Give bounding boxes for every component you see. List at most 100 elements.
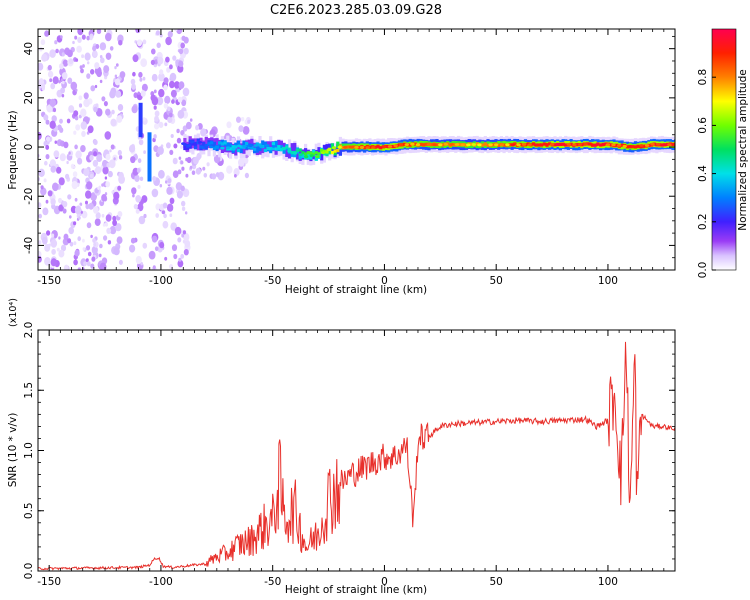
- noise-speckle: [138, 215, 146, 225]
- noise-speckle: [129, 144, 136, 153]
- noise-speckle: [109, 225, 117, 235]
- noise-speckle: [139, 77, 143, 82]
- noise-speckle: [172, 157, 178, 165]
- noise-speckle: [92, 50, 98, 57]
- noise-speckle: [40, 78, 43, 82]
- noise-speckle: [77, 267, 81, 270]
- ridge-core: [376, 145, 382, 149]
- noise-speckle: [62, 59, 69, 67]
- noise-speckle: [153, 89, 157, 94]
- noise-speckle: [39, 46, 43, 52]
- y-tick-label: 0: [23, 144, 35, 151]
- ridge-cell: [293, 142, 297, 153]
- ridge-cell: [481, 143, 485, 147]
- ridge-core: [633, 145, 639, 149]
- noise-speckle: [102, 166, 109, 175]
- noise-speckle: [45, 119, 50, 125]
- noise-speckle: [56, 247, 60, 252]
- ridge-cell: [295, 148, 300, 152]
- snr-panel: -150 -100 -50 0 50 100 0.0 0.5 1.0 1.5 2.0 Height…: [7, 298, 676, 596]
- noise-speckle: [178, 60, 184, 68]
- ridge-core: [466, 143, 471, 147]
- noise-speckle: [60, 244, 67, 252]
- noise-speckle: [130, 78, 136, 85]
- ridge-cell: [338, 145, 342, 156]
- ridge-cell: [298, 153, 302, 160]
- noise-speckle: [206, 162, 210, 167]
- ridge-cell: [341, 146, 345, 150]
- y-tick-label: 2.0: [23, 322, 35, 339]
- spectrogram-y-label: Frequency (Hz): [7, 110, 19, 189]
- ridge-core: [331, 146, 337, 150]
- noise-speckle: [170, 134, 174, 138]
- noise-speckle: [118, 155, 123, 160]
- noise-speckle: [136, 168, 141, 173]
- x-tick-label: -50: [264, 576, 281, 588]
- noise-speckle: [62, 208, 67, 214]
- noise-speckle: [142, 117, 146, 122]
- noise-speckle: [185, 173, 189, 178]
- noise-speckle: [44, 160, 48, 166]
- noise-speckle: [113, 247, 120, 256]
- noise-speckle: [177, 96, 183, 103]
- spectrogram-x-axis: -150 -100 -50 0 50 100: [37, 29, 676, 287]
- noise-speckle: [95, 103, 99, 108]
- noise-speckle: [80, 145, 86, 153]
- ridge-cell: [306, 151, 310, 155]
- noise-speckle: [174, 81, 180, 89]
- noise-speckle: [86, 35, 90, 41]
- noise-speckle: [131, 83, 137, 90]
- noise-speckle: [50, 198, 56, 206]
- ridge-core: [566, 143, 571, 146]
- ridge-cell: [325, 150, 329, 154]
- noise-speckle: [45, 199, 49, 204]
- noise-speckle: [111, 109, 115, 115]
- noise-speckle: [40, 187, 47, 196]
- ridge-core: [572, 143, 577, 147]
- ridge-core: [505, 143, 510, 147]
- noise-speckle: [94, 62, 100, 69]
- noise-speckle: [182, 230, 186, 235]
- ridge-cell: [263, 148, 267, 153]
- ridge-cell: [290, 143, 294, 154]
- noise-speckle: [226, 165, 233, 174]
- noise-speckle: [50, 258, 57, 267]
- noise-speckle: [68, 151, 71, 155]
- ridge-core: [214, 145, 219, 149]
- noise-speckle: [117, 185, 122, 191]
- noise-speckle: [84, 52, 91, 61]
- noise-speckle: [138, 71, 143, 78]
- noise-speckle: [104, 222, 109, 227]
- noise-speckle: [166, 67, 171, 73]
- noise-speckle: [69, 215, 72, 219]
- noise-speckle: [135, 195, 142, 203]
- ridge-cell: [532, 142, 536, 146]
- noise-speckle: [155, 203, 161, 211]
- ridge-cell: [330, 143, 334, 150]
- x-tick-label: 100: [598, 275, 618, 287]
- noise-speckle: [72, 165, 76, 169]
- x-tick-label: 0: [381, 275, 388, 287]
- ridge-cell: [258, 145, 262, 151]
- noise-speckle: [176, 190, 183, 199]
- noise-speckle: [158, 72, 165, 82]
- ridge-cell: [569, 142, 573, 146]
- ridge-cell: [271, 141, 275, 146]
- ridge-cell: [245, 141, 249, 146]
- ridge-core: [203, 145, 208, 149]
- ridge-cell: [239, 145, 243, 149]
- ridge-core: [181, 142, 186, 146]
- ridge-cell: [631, 145, 635, 149]
- noise-speckle: [41, 86, 45, 91]
- noise-speckle: [155, 30, 160, 36]
- noise-speckle: [134, 40, 137, 44]
- noise-speckle: [113, 191, 120, 200]
- ridge-core: [644, 144, 650, 147]
- ridge-cell: [261, 140, 265, 147]
- noise-speckle: [87, 251, 92, 257]
- noise-speckle: [74, 249, 80, 257]
- noise-speckle: [163, 213, 167, 219]
- ridge-cell: [491, 143, 495, 147]
- noise-speckle: [99, 243, 103, 249]
- ridge-core: [555, 142, 560, 146]
